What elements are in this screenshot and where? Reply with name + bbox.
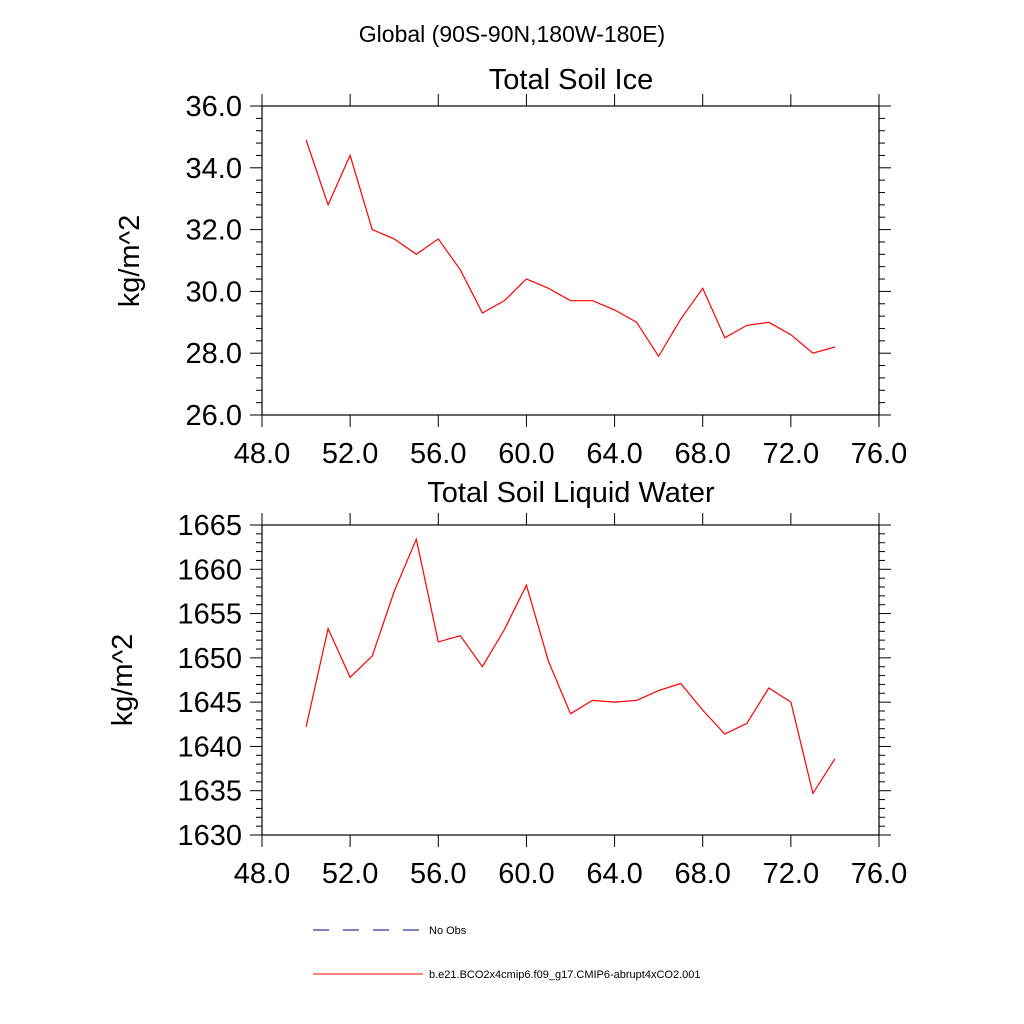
x-tick-label: 68.0 bbox=[674, 438, 730, 470]
x-tick-label: 48.0 bbox=[234, 858, 290, 890]
x-tick-label: 64.0 bbox=[586, 438, 642, 470]
legend-label-series: b.e21.BCO2x4cmip6.f09_g17.CMIP6-abrupt4x… bbox=[429, 969, 701, 981]
panel-total-soil-liquid-water: Total Soil Liquid Water kg/m^2 48.0 52.0 5… bbox=[107, 477, 907, 890]
y-tick-label: 1645 bbox=[177, 687, 242, 719]
page-title: Global (90S-90N,180W-180E) bbox=[359, 21, 665, 47]
chart-title: Total Soil Liquid Water bbox=[427, 477, 715, 509]
series-line bbox=[305, 139, 836, 358]
x-tick-label: 72.0 bbox=[763, 438, 819, 470]
x-tick-label: 72.0 bbox=[763, 858, 819, 890]
y-axis-label: kg/m^2 bbox=[107, 634, 139, 727]
y-tick-label: 1660 bbox=[177, 554, 242, 586]
y-axis-label: kg/m^2 bbox=[114, 215, 146, 308]
x-tick-label: 52.0 bbox=[322, 438, 378, 470]
y-tick-label: 1640 bbox=[177, 731, 242, 763]
x-tick-label: 52.0 bbox=[322, 858, 378, 890]
y-tick-label: 30.0 bbox=[186, 276, 242, 308]
plot-frame bbox=[261, 524, 880, 836]
series-line bbox=[305, 537, 836, 795]
chart-title: Total Soil Ice bbox=[489, 64, 653, 96]
y-tick-label: 28.0 bbox=[186, 338, 242, 370]
x-tick-label: 56.0 bbox=[410, 438, 466, 470]
x-tick-label: 76.0 bbox=[851, 858, 907, 890]
y-tick-label: 1655 bbox=[177, 599, 242, 631]
panel-total-soil-ice: Total Soil Ice kg/m^2 48.0 52.0 56.0 60.0 64… bbox=[114, 64, 907, 470]
y-tick-label: 36.0 bbox=[186, 91, 242, 123]
x-tick-label: 48.0 bbox=[234, 438, 290, 470]
x-tick-label: 68.0 bbox=[674, 858, 730, 890]
x-tick-label: 60.0 bbox=[498, 858, 554, 890]
legend: No Obs b.e21.BCO2x4cmip6.f09_g17.CMIP6-a… bbox=[313, 925, 701, 981]
y-tick-label: 1630 bbox=[177, 820, 242, 852]
y-tick-label: 32.0 bbox=[186, 215, 242, 247]
y-tick-label: 34.0 bbox=[186, 153, 242, 185]
plot-frame bbox=[261, 105, 880, 416]
y-tick-label: 1635 bbox=[177, 776, 242, 808]
x-tick-label: 76.0 bbox=[851, 438, 907, 470]
y-tick-label: 1665 bbox=[177, 510, 242, 542]
x-tick-label: 64.0 bbox=[586, 858, 642, 890]
y-tick-label: 1650 bbox=[177, 643, 242, 675]
y-tick-label: 26.0 bbox=[186, 400, 242, 432]
x-tick-label: 56.0 bbox=[410, 858, 466, 890]
legend-label-no-obs: No Obs bbox=[429, 925, 467, 937]
x-tick-label: 60.0 bbox=[498, 438, 554, 470]
